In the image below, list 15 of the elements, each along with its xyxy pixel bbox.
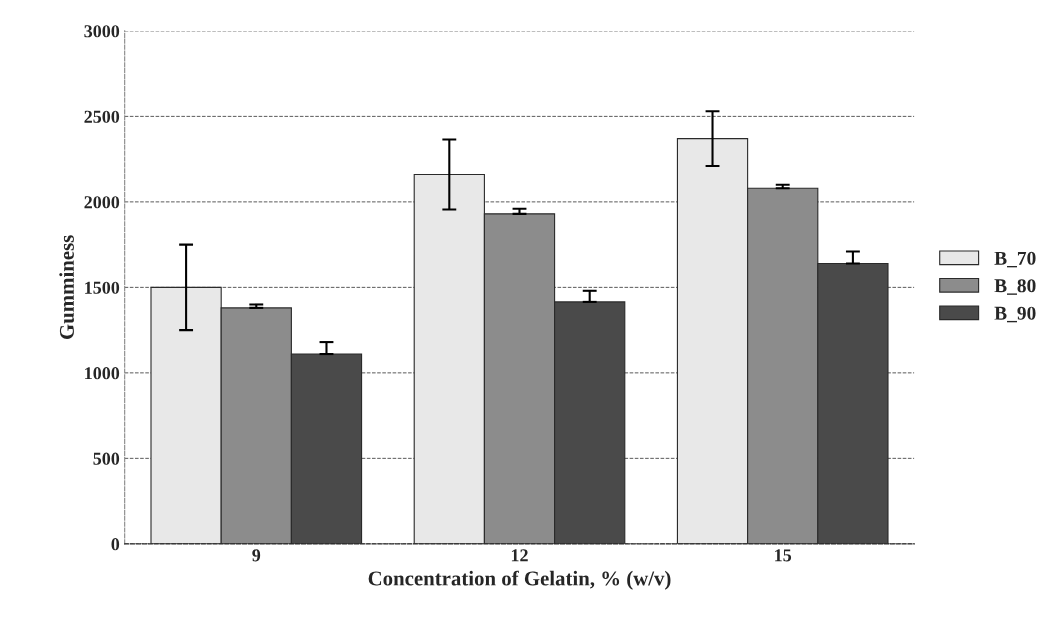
legend-label: B_80 (994, 279, 1036, 295)
legend-label: B_90 (994, 306, 1036, 323)
y-tick-label: 0 (111, 538, 120, 551)
y-tick-label: 1500 (85, 281, 120, 294)
legend-label: B_70 (994, 251, 1036, 268)
y-tick-label: 1000 (85, 367, 120, 380)
y-tick-label: 2000 (84, 196, 120, 209)
y-tick-label: 3000 (84, 25, 120, 38)
x-axis-title: Concentration of Gelatin, % (w/v) (368, 570, 671, 590)
x-tick-label: 15 (775, 549, 792, 562)
y-axis-title: Gumminess (59, 235, 74, 340)
y-tick-label: 500 (93, 452, 120, 465)
y-tick-label: 2500 (84, 110, 120, 123)
x-tick-label: 12 (511, 549, 528, 562)
x-tick-label: 9 (252, 549, 261, 562)
